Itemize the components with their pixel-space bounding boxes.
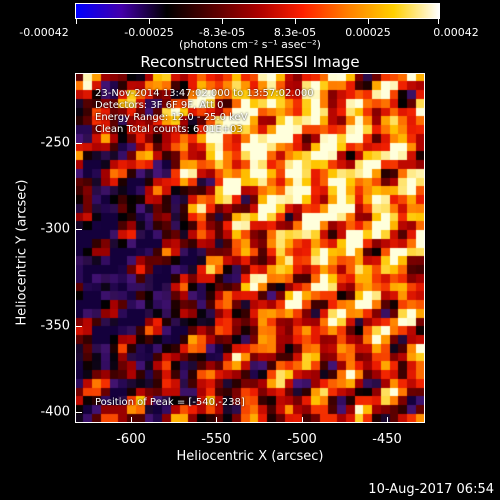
y-tick-label: -300	[40, 221, 70, 237]
x-tick	[131, 417, 132, 423]
reconstructed-image	[75, 73, 425, 423]
colorbar-label: 0.00042	[433, 26, 479, 39]
colorbar-unit: (photons cm⁻² s⁻¹ asec⁻²)	[179, 38, 321, 51]
y-tick-label: -350	[40, 318, 70, 334]
x-tick-label: -550	[201, 432, 231, 447]
info-energy-range: Energy Range: 12.0 - 25.0 keV	[95, 112, 248, 123]
peak-position: Position of Peak = [-540,-238]	[95, 397, 245, 408]
colorbar-tick	[295, 19, 296, 24]
colorbar-tick	[438, 19, 439, 24]
y-tick	[76, 229, 82, 230]
x-axis-title: Heliocentric X (arcsec)	[176, 449, 324, 464]
x-tick-label: -450	[372, 432, 402, 447]
x-tick-label: -600	[116, 432, 146, 447]
y-tick-label: -400	[40, 404, 70, 420]
x-tick	[302, 417, 303, 423]
colorbar	[75, 3, 440, 19]
colorbar-label: -8.3e-05	[198, 26, 246, 39]
timestamp: 10-Aug-2017 06:54	[368, 482, 494, 497]
info-time-range: 23-Nov-2014 13:47:02.000 to 13:57:02.000	[95, 88, 314, 99]
x-tick-label: -500	[287, 432, 317, 447]
y-tick	[76, 143, 82, 144]
y-axis-title: Heliocentric Y (arcsec)	[14, 179, 30, 326]
colorbar-tick	[368, 19, 369, 24]
y-tick-label: -250	[40, 135, 70, 151]
x-tick	[387, 417, 388, 423]
colorbar-tick	[76, 19, 77, 24]
colorbar-label: -0.00042	[19, 26, 69, 39]
y-tick	[76, 326, 82, 327]
colorbar-tick	[149, 19, 150, 24]
info-detectors: Detectors: 3F 6F 9F, Att 0	[95, 100, 224, 111]
colorbar-tick	[222, 19, 223, 24]
x-tick	[216, 417, 217, 423]
info-clean-counts: Clean Total counts: 6.01E+03	[95, 124, 243, 135]
image-plot: 23-Nov-2014 13:47:02.000 to 13:57:02.000…	[75, 73, 425, 423]
colorbar-label: 0.00025	[345, 26, 391, 39]
y-tick	[76, 412, 82, 413]
colorbar-label: -0.00025	[124, 26, 174, 39]
plot-title: Reconstructed RHESSI Image	[140, 53, 360, 71]
colorbar-label: 8.3e-05	[273, 26, 317, 39]
